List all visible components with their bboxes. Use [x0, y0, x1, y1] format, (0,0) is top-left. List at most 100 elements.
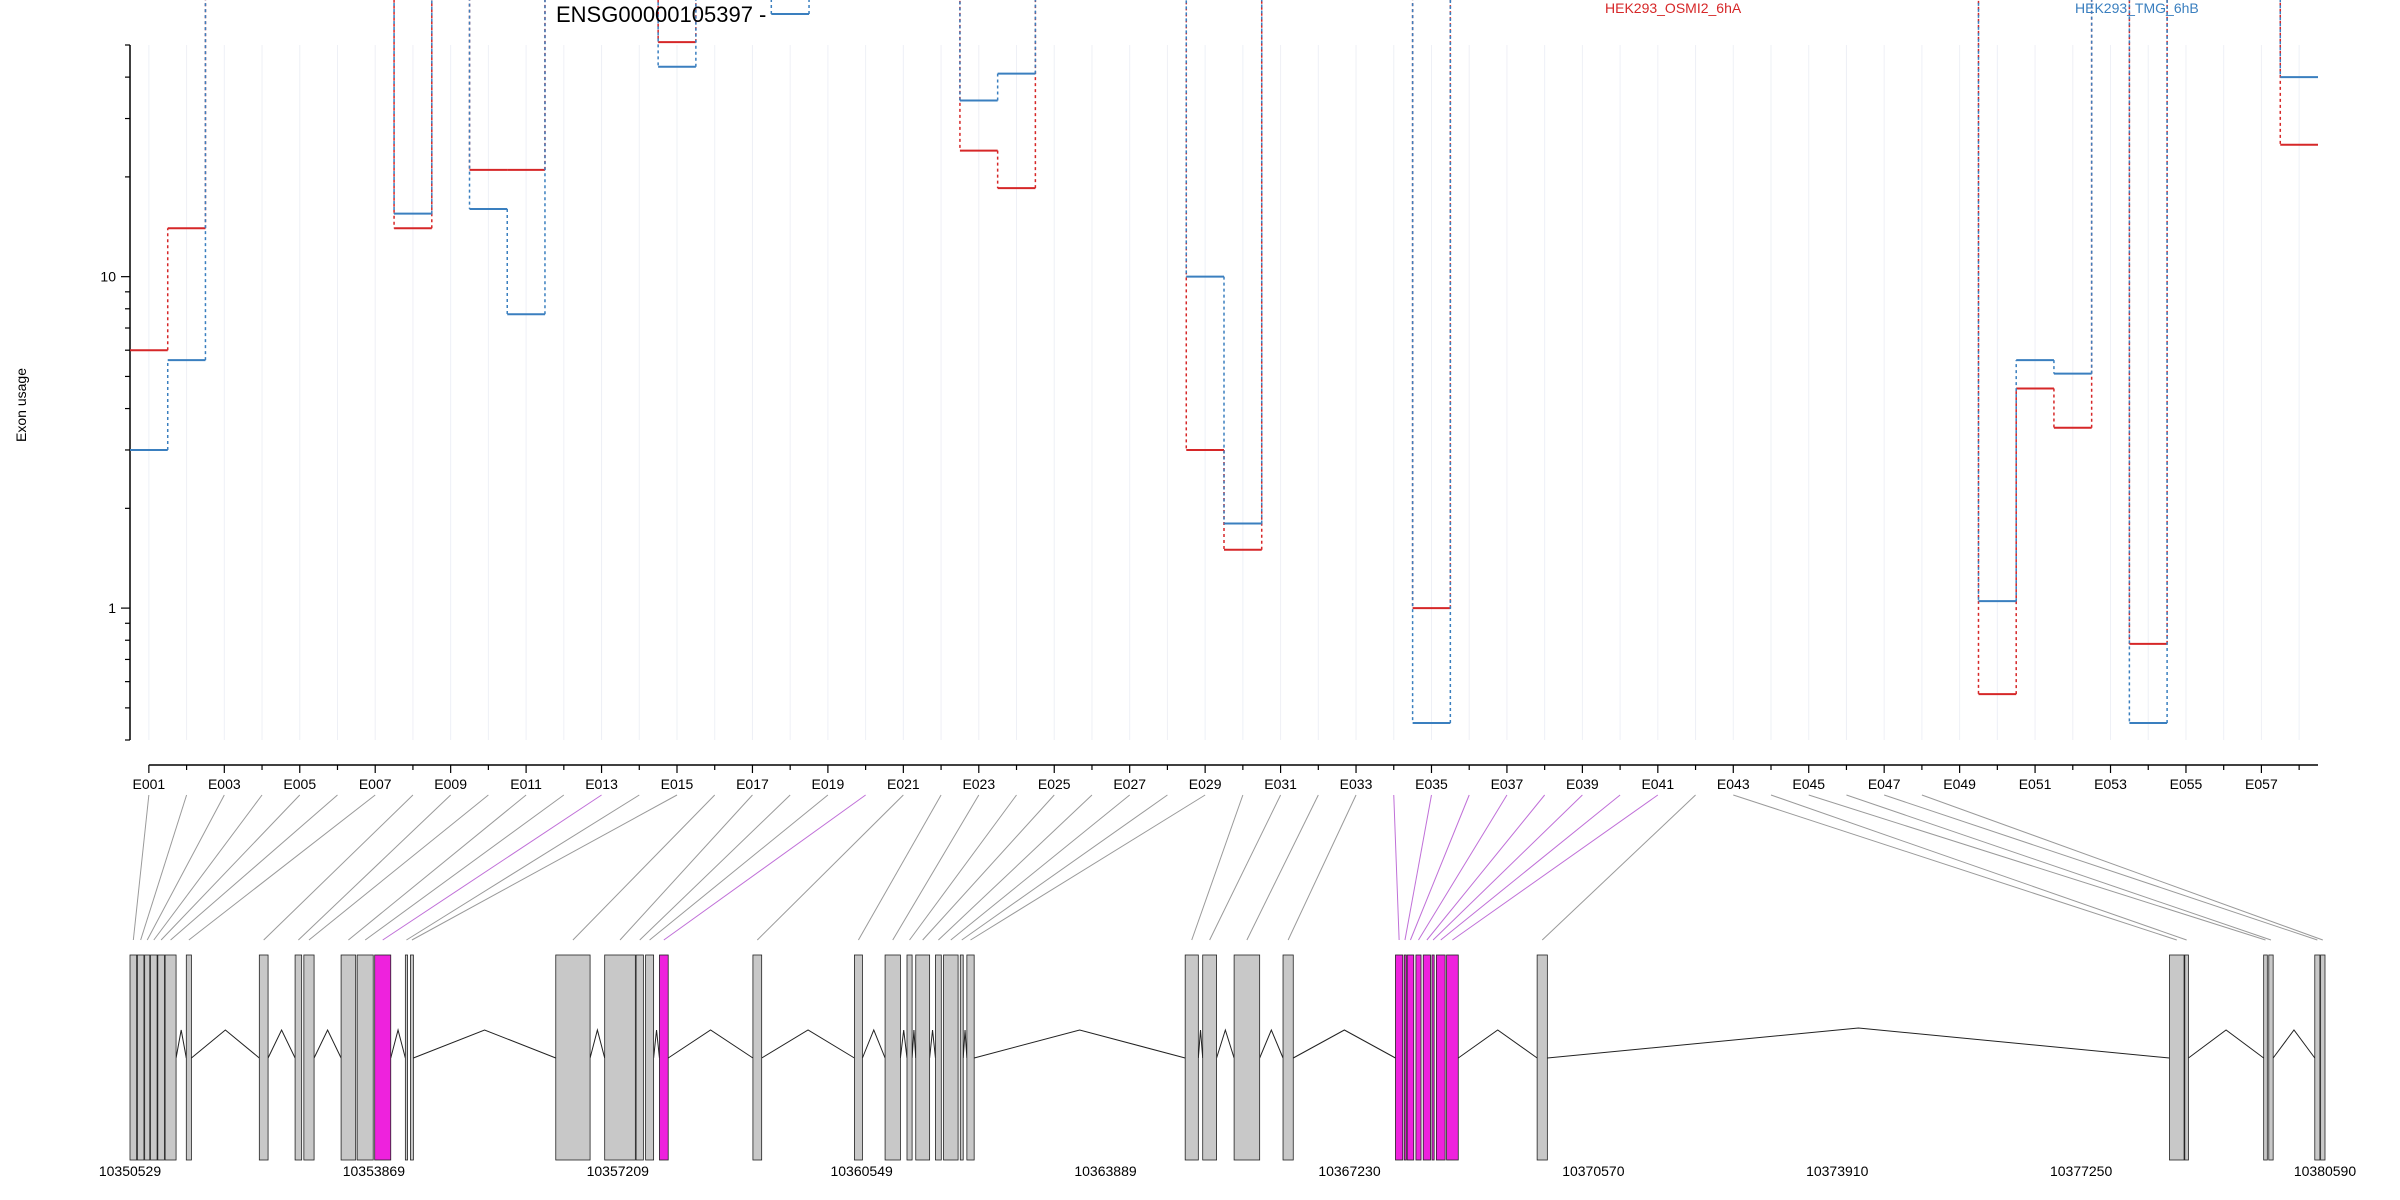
intron-line [653, 1029, 660, 1059]
exon-connector [1770, 794, 2187, 941]
exon-box [129, 954, 138, 1161]
x-tick-label: E027 [1113, 776, 1146, 792]
coordinate-tick-label: 10363889 [1074, 1163, 1137, 1179]
exon-box [752, 954, 763, 1161]
intron-line [911, 1029, 917, 1059]
exon-box [915, 954, 931, 1161]
exon-box [303, 954, 315, 1161]
exon-connector [188, 794, 376, 941]
exon-box [1233, 954, 1261, 1161]
exon-box [258, 954, 269, 1161]
x-tick-label: E009 [434, 776, 467, 792]
exon-connector [970, 794, 1206, 941]
exon-box [1435, 954, 1446, 1161]
x-tick-label: E049 [1943, 776, 1976, 792]
exon-connector [348, 794, 527, 941]
exon-connector [922, 794, 1055, 941]
intron-line [390, 1028, 406, 1059]
legend-entry-osmi2: HEK293_OSMI2_6hA [1605, 0, 1742, 16]
exon-gridlines [148, 45, 2300, 740]
exon-box [1406, 954, 1415, 1161]
exon-box [906, 954, 913, 1161]
exon-connector [146, 794, 225, 941]
intron-line [1259, 1028, 1284, 1059]
y-tick-label: 10 [100, 269, 116, 285]
exon-connector [1404, 794, 1432, 941]
x-tick-label: E053 [2094, 776, 2127, 792]
exon-box [157, 954, 165, 1161]
exon-box [2263, 954, 2268, 1161]
exon-box [374, 954, 392, 1161]
exon-box [2169, 954, 2185, 1161]
exon-connector [170, 794, 338, 941]
exon-box [966, 954, 975, 1161]
x-tick-label: E021 [887, 776, 920, 792]
exon-box [404, 954, 408, 1161]
exon-box [943, 954, 959, 1161]
intron-line [667, 1029, 754, 1059]
exon-connector [572, 794, 716, 941]
intron-line [974, 1029, 1186, 1059]
exon-box [1415, 954, 1422, 1161]
exon-connector [649, 794, 829, 941]
x-tick-label: E019 [812, 776, 845, 792]
exon-connector [892, 794, 980, 941]
exon-connector [308, 794, 489, 941]
exon-box [1422, 954, 1431, 1161]
intron-line [413, 1029, 556, 1059]
exon-connector [1921, 794, 2323, 941]
exon-box [959, 954, 964, 1161]
exon-connector [756, 794, 904, 941]
exon-connector [140, 794, 188, 941]
exon-box [1282, 954, 1294, 1161]
intron-line [589, 1028, 606, 1059]
intron-line [175, 1029, 187, 1059]
exon-connector [160, 794, 301, 941]
exon-box [144, 954, 151, 1161]
axes: 110100E001E003E005E007E009E011E013E015E0… [100, 44, 2318, 792]
exon-connector [1733, 794, 2177, 941]
x-tick-label: E029 [1189, 776, 1222, 792]
series-tmg [130, 0, 2318, 725]
x-tick-label: E003 [208, 776, 241, 792]
exon-box [294, 954, 303, 1161]
exon-connector [857, 794, 942, 941]
exon-connector [298, 794, 451, 941]
exon-connector [639, 794, 791, 941]
coordinate-tick-label: 10370570 [1562, 1163, 1625, 1179]
exon-connector [1246, 794, 1319, 941]
x-tick-label: E013 [585, 776, 618, 792]
exon-connectors [132, 794, 2323, 941]
intron-line [929, 1029, 936, 1059]
exon-box [410, 954, 414, 1161]
exon-box [136, 954, 145, 1161]
exon-box [854, 954, 863, 1161]
x-tick-label: E033 [1340, 776, 1373, 792]
intron-line [1293, 1029, 1396, 1059]
exon-connector [1418, 794, 1508, 941]
exon-box [1403, 954, 1407, 1161]
exon-connector [961, 794, 1168, 941]
exon-box [185, 954, 192, 1161]
intron-line [267, 1028, 296, 1059]
x-tick-label: E035 [1415, 776, 1448, 792]
intron-line [962, 1029, 968, 1059]
exon-box [164, 954, 177, 1161]
exon-connector [1452, 794, 1659, 941]
intron-line [899, 1029, 908, 1059]
exon-connector [1541, 794, 1696, 941]
exon-box [1395, 954, 1404, 1161]
exon-connector [950, 794, 1131, 941]
exon-box [659, 954, 669, 1161]
exon-box [2320, 954, 2326, 1161]
intron-line [191, 1029, 260, 1059]
exon-box [604, 954, 636, 1161]
x-tick-label: E007 [359, 776, 392, 792]
intron-line [761, 1029, 855, 1059]
series-lines [130, 0, 2318, 725]
y-axis-label: Exon usage [13, 368, 29, 442]
exon-connector [406, 794, 640, 941]
coordinate-tick-label: 10373910 [1806, 1163, 1869, 1179]
exon-connector [619, 794, 753, 941]
